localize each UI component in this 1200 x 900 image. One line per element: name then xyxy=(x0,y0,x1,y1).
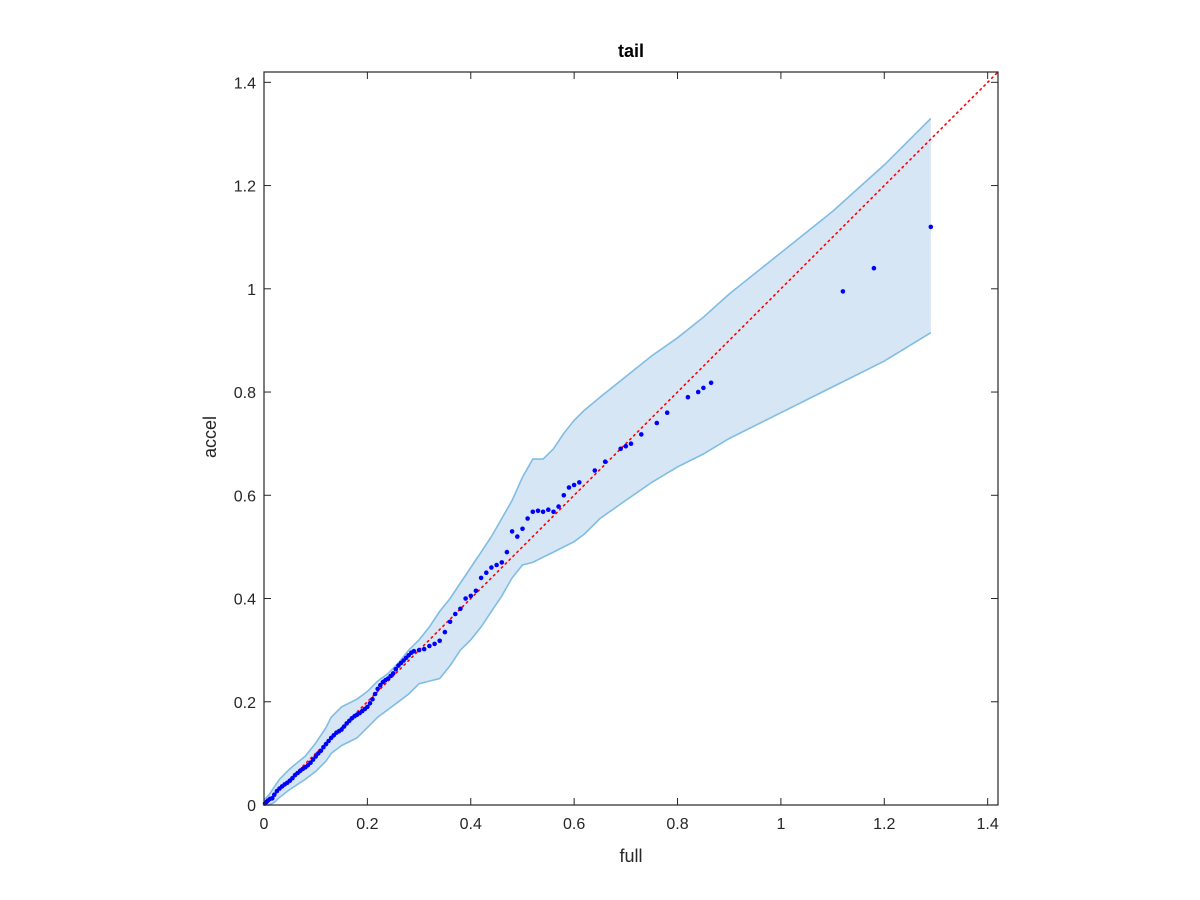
plot-area: 0 0.2 0.4 0.6 0.8 1 1.2 1.4 0 0.2 0.4 0.6 0.8 1 1.2 1.4 xyxy=(234,71,999,833)
data-point xyxy=(432,641,437,647)
x-tick-label: 0.2 xyxy=(356,816,378,833)
data-point xyxy=(458,606,463,612)
y-tick-label: 0.4 xyxy=(234,592,256,609)
confidence-band xyxy=(264,118,931,805)
data-point xyxy=(623,443,629,449)
data-point xyxy=(378,682,383,688)
data-point xyxy=(577,480,582,485)
data-point xyxy=(341,724,347,729)
x-tick-label: 0.8 xyxy=(666,816,688,833)
data-point xyxy=(393,666,399,672)
x-tick-label: 0 xyxy=(260,816,269,833)
data-point xyxy=(566,485,572,490)
data-point xyxy=(628,441,634,447)
data-point xyxy=(602,459,608,465)
data-point xyxy=(310,757,316,762)
data-point xyxy=(375,686,381,692)
data-point xyxy=(509,529,515,534)
reference-line xyxy=(263,71,999,806)
data-point xyxy=(530,509,536,515)
data-point xyxy=(618,446,623,452)
y-axis-label: accel xyxy=(200,416,220,458)
data-point xyxy=(442,629,448,635)
y-tick-label: 1.4 xyxy=(234,75,256,92)
data-point xyxy=(390,671,396,676)
data-point xyxy=(664,410,670,416)
y-tick-label: 1.2 xyxy=(234,179,256,196)
data-point xyxy=(535,508,541,514)
data-point xyxy=(525,516,530,521)
data-point xyxy=(313,754,319,759)
data-point xyxy=(504,549,510,555)
data-point xyxy=(318,748,324,754)
axes-box xyxy=(263,71,999,806)
data-point xyxy=(427,643,432,649)
data-point xyxy=(453,611,458,617)
data-point xyxy=(321,744,326,750)
data-point xyxy=(489,565,494,570)
data-point xyxy=(370,696,375,702)
data-point xyxy=(339,727,344,732)
data-point xyxy=(323,741,329,747)
data-point xyxy=(272,792,277,797)
y-tick-label: 0.6 xyxy=(234,488,256,505)
x-tick-label: 1.2 xyxy=(873,816,895,833)
chart-title: tail xyxy=(618,41,644,61)
data-point xyxy=(571,482,577,488)
x-tick-label: 1.4 xyxy=(977,816,999,833)
data-point xyxy=(484,570,489,575)
data-point xyxy=(411,648,417,654)
data-point xyxy=(416,647,422,653)
data-point xyxy=(468,593,474,599)
data-point xyxy=(556,504,561,509)
data-point xyxy=(270,796,275,801)
data-point xyxy=(515,534,520,539)
data-point xyxy=(437,638,443,644)
data-point xyxy=(290,775,295,781)
data-point xyxy=(871,265,877,271)
data-point xyxy=(639,432,644,437)
band-lower-edge xyxy=(264,332,932,806)
data-point xyxy=(367,701,373,706)
data-point xyxy=(447,619,453,625)
y-tick-label: 0.8 xyxy=(234,385,256,402)
x-axis-label: full xyxy=(619,846,642,866)
data-point xyxy=(473,588,479,594)
band-upper-edge xyxy=(263,117,932,801)
data-point xyxy=(499,560,505,565)
data-point xyxy=(520,526,525,532)
data-point xyxy=(421,646,427,652)
data-point xyxy=(551,509,556,515)
data-point xyxy=(463,596,468,601)
y-tick-label: 1 xyxy=(247,282,256,299)
data-point xyxy=(540,509,546,515)
y-tick-label: 0 xyxy=(247,798,256,815)
data-point xyxy=(365,704,370,710)
data-point xyxy=(372,691,378,697)
data-point xyxy=(478,575,484,581)
data-point xyxy=(840,289,846,294)
data-point xyxy=(308,760,313,765)
data-point xyxy=(654,420,660,426)
data-point xyxy=(685,394,691,400)
data-point xyxy=(695,389,701,395)
data-point xyxy=(546,507,551,512)
data-point xyxy=(326,738,331,744)
data-point xyxy=(708,380,714,386)
x-tick-label: 0.4 xyxy=(460,816,482,833)
data-point xyxy=(928,224,934,230)
x-tick-label: 0.6 xyxy=(563,816,585,833)
x-tick-label: 1 xyxy=(776,816,785,833)
data-point xyxy=(701,385,706,391)
y-tick-label: 0.2 xyxy=(234,695,256,712)
data-point xyxy=(592,468,598,473)
data-point xyxy=(561,493,567,498)
data-point xyxy=(494,562,499,568)
